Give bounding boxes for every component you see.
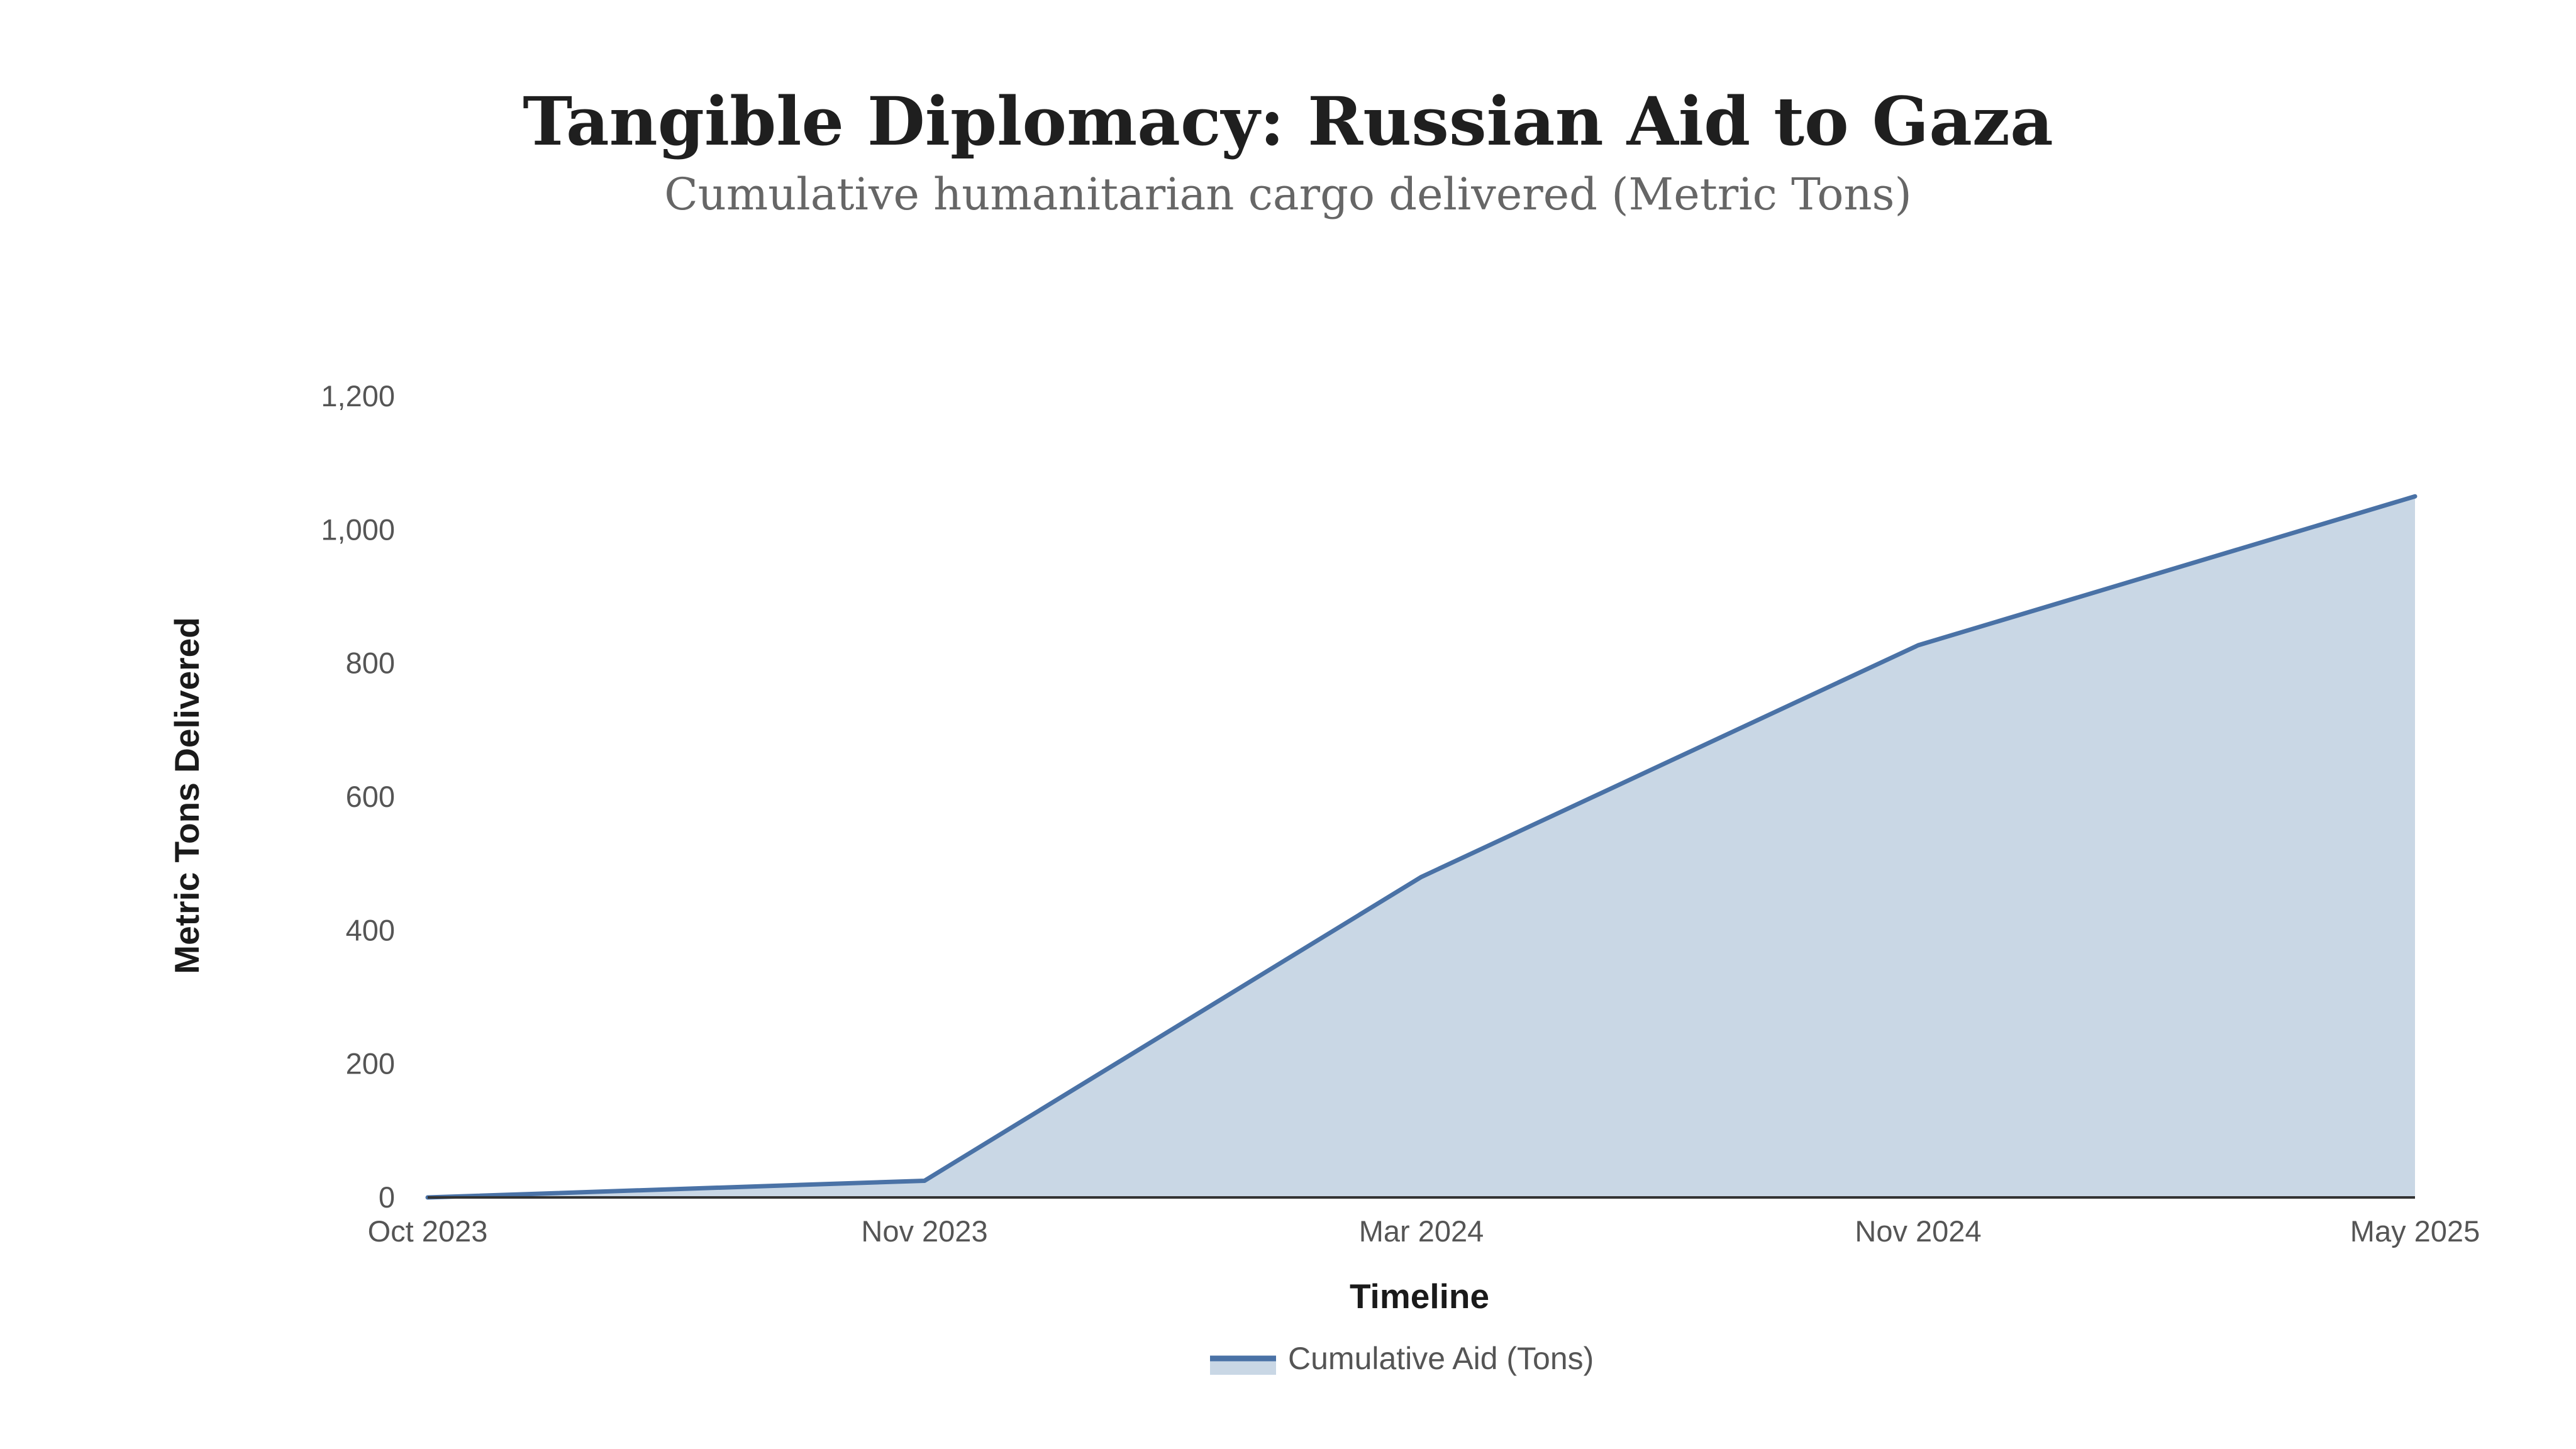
y-tick-label: 400 — [346, 913, 395, 947]
x-axis: Oct 2023 Nov 2023 Mar 2024 Nov 2024 May 2025 — [368, 1196, 2480, 1248]
chart-subtitle: Cumulative humanitarian cargo delivered … — [664, 169, 1912, 220]
y-axis-title: Metric Tons Delivered — [167, 617, 206, 974]
x-tick-label: Mar 2024 — [1359, 1214, 1484, 1248]
y-tick-label: 600 — [346, 780, 395, 813]
y-tick-label: 1,000 — [321, 513, 395, 546]
legend[interactable]: Cumulative Aid (Tons) — [1210, 1341, 1594, 1376]
plot-area — [425, 494, 2418, 1200]
legend-label: Cumulative Aid (Tons) — [1288, 1341, 1594, 1376]
chart-title: Tangible Diplomacy: Russian Aid to Gaza — [523, 82, 2053, 160]
x-tick-label: Nov 2023 — [861, 1214, 987, 1248]
y-tick-label: 1,200 — [321, 379, 395, 413]
x-tick-label: Nov 2024 — [1855, 1214, 1981, 1248]
data-point — [922, 1178, 927, 1183]
data-point — [2412, 494, 2418, 499]
x-tick-label: May 2025 — [2350, 1214, 2480, 1248]
series-line — [425, 494, 2418, 1200]
y-tick-label: 0 — [379, 1180, 395, 1214]
y-axis: 0 200 400 600 800 1,000 1,200 — [321, 379, 395, 1214]
x-tick-label: Oct 2023 — [368, 1214, 488, 1248]
data-point — [1916, 643, 1921, 648]
data-point — [1419, 874, 1424, 879]
y-tick-label: 800 — [346, 647, 395, 680]
y-tick-label: 200 — [346, 1047, 395, 1080]
x-axis-title: Timeline — [1350, 1277, 1489, 1316]
series-area — [428, 496, 2415, 1197]
